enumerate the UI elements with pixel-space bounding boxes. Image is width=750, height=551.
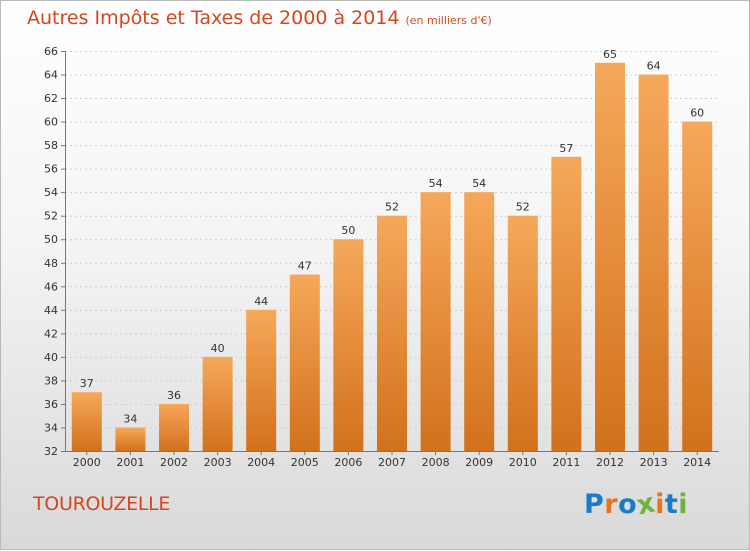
y-tick-label: 52 xyxy=(44,210,58,223)
y-tick-label: 40 xyxy=(44,351,58,364)
x-tick-label: 2013 xyxy=(640,456,668,469)
chart-title-main: Autres Impôts et Taxes de 2000 à 2014 xyxy=(27,7,400,29)
logo-letter: i xyxy=(678,489,689,520)
y-tick-label: 54 xyxy=(44,186,58,199)
bar xyxy=(638,74,669,451)
bar xyxy=(159,403,189,451)
y-tick-label: 58 xyxy=(44,139,58,152)
bar xyxy=(289,274,320,451)
bar xyxy=(115,427,146,451)
y-tick-label: 62 xyxy=(44,92,58,105)
x-tick-label: 2006 xyxy=(334,456,362,469)
x-tick-label: 2004 xyxy=(247,456,275,469)
bar-value-label: 52 xyxy=(385,201,399,214)
bar xyxy=(333,239,364,451)
bar xyxy=(202,356,233,451)
bar-value-label: 34 xyxy=(123,412,137,425)
bar-value-label: 36 xyxy=(167,389,181,402)
bar xyxy=(377,215,407,451)
x-tick-label: 2000 xyxy=(73,456,101,469)
x-tick-label: 2011 xyxy=(552,456,580,469)
logo-letter: P xyxy=(584,489,605,520)
y-tick-label: 50 xyxy=(44,233,58,246)
bar-value-label: 52 xyxy=(516,201,530,214)
bar xyxy=(420,192,451,452)
y-tick-label: 32 xyxy=(44,445,58,458)
y-tick-label: 34 xyxy=(44,421,58,434)
place-name: TOUROUZELLE xyxy=(33,493,171,515)
bars xyxy=(71,62,713,452)
x-tick-label: 2005 xyxy=(291,456,319,469)
bar xyxy=(507,215,538,451)
proxiti-logo: Proxiti xyxy=(584,487,689,521)
bar xyxy=(682,121,713,452)
bar xyxy=(246,309,277,451)
bar-value-label: 64 xyxy=(647,60,661,73)
x-tick-label: 2014 xyxy=(683,456,711,469)
y-tick-label: 42 xyxy=(44,327,58,340)
bar-value-label: 50 xyxy=(341,224,355,237)
logo-letter: r xyxy=(604,489,619,520)
logo-letter: t xyxy=(664,489,679,520)
y-tick-label: 38 xyxy=(44,374,58,387)
bar xyxy=(595,62,625,451)
y-tick-label: 44 xyxy=(44,304,58,317)
bar-value-label: 40 xyxy=(211,342,225,355)
y-tick-label: 36 xyxy=(44,398,58,411)
bar-value-label: 44 xyxy=(254,295,268,308)
bar-value-label: 47 xyxy=(298,260,312,273)
y-tick-label: 46 xyxy=(44,280,58,293)
x-tick-label: 2003 xyxy=(204,456,232,469)
bar-value-label: 60 xyxy=(690,107,704,120)
x-tick-label: 2010 xyxy=(509,456,537,469)
logo-letter: o xyxy=(618,489,638,520)
x-tick-label: 2012 xyxy=(596,456,624,469)
y-tick-label: 64 xyxy=(44,69,58,82)
bar-value-label: 37 xyxy=(80,377,94,390)
x-tick-label: 2001 xyxy=(116,456,144,469)
bar-value-label: 54 xyxy=(429,177,443,190)
bar-value-label: 65 xyxy=(603,48,617,61)
x-tick-label: 2008 xyxy=(422,456,450,469)
bar-value-label: 54 xyxy=(472,177,486,190)
y-tick-label: 66 xyxy=(44,45,58,58)
axes: 32 34 36 38 40 42 44 46 48 50 52 54 56 58 60 62 64 66 xyxy=(44,45,719,458)
chart-title-unit: (en milliers d'€) xyxy=(405,14,492,27)
bar xyxy=(551,156,582,451)
y-tick-label: 56 xyxy=(44,163,58,176)
bar xyxy=(464,192,495,452)
bar xyxy=(71,392,102,451)
y-tick-label: 48 xyxy=(44,257,58,270)
x-tick-label: 2009 xyxy=(465,456,493,469)
x-tick-label: 2002 xyxy=(160,456,188,469)
chart-title: Autres Impôts et Taxes de 2000 à 2014 (en… xyxy=(27,7,492,29)
y-tick-label: 60 xyxy=(44,116,58,129)
bar-value-label: 57 xyxy=(559,142,573,155)
x-tick-label: 2007 xyxy=(378,456,406,469)
labels: 2000 37 2001 34 2002 36 2003 40 2004 44 2005 47 2006… xyxy=(73,48,711,469)
logo-letter: i xyxy=(655,489,665,520)
